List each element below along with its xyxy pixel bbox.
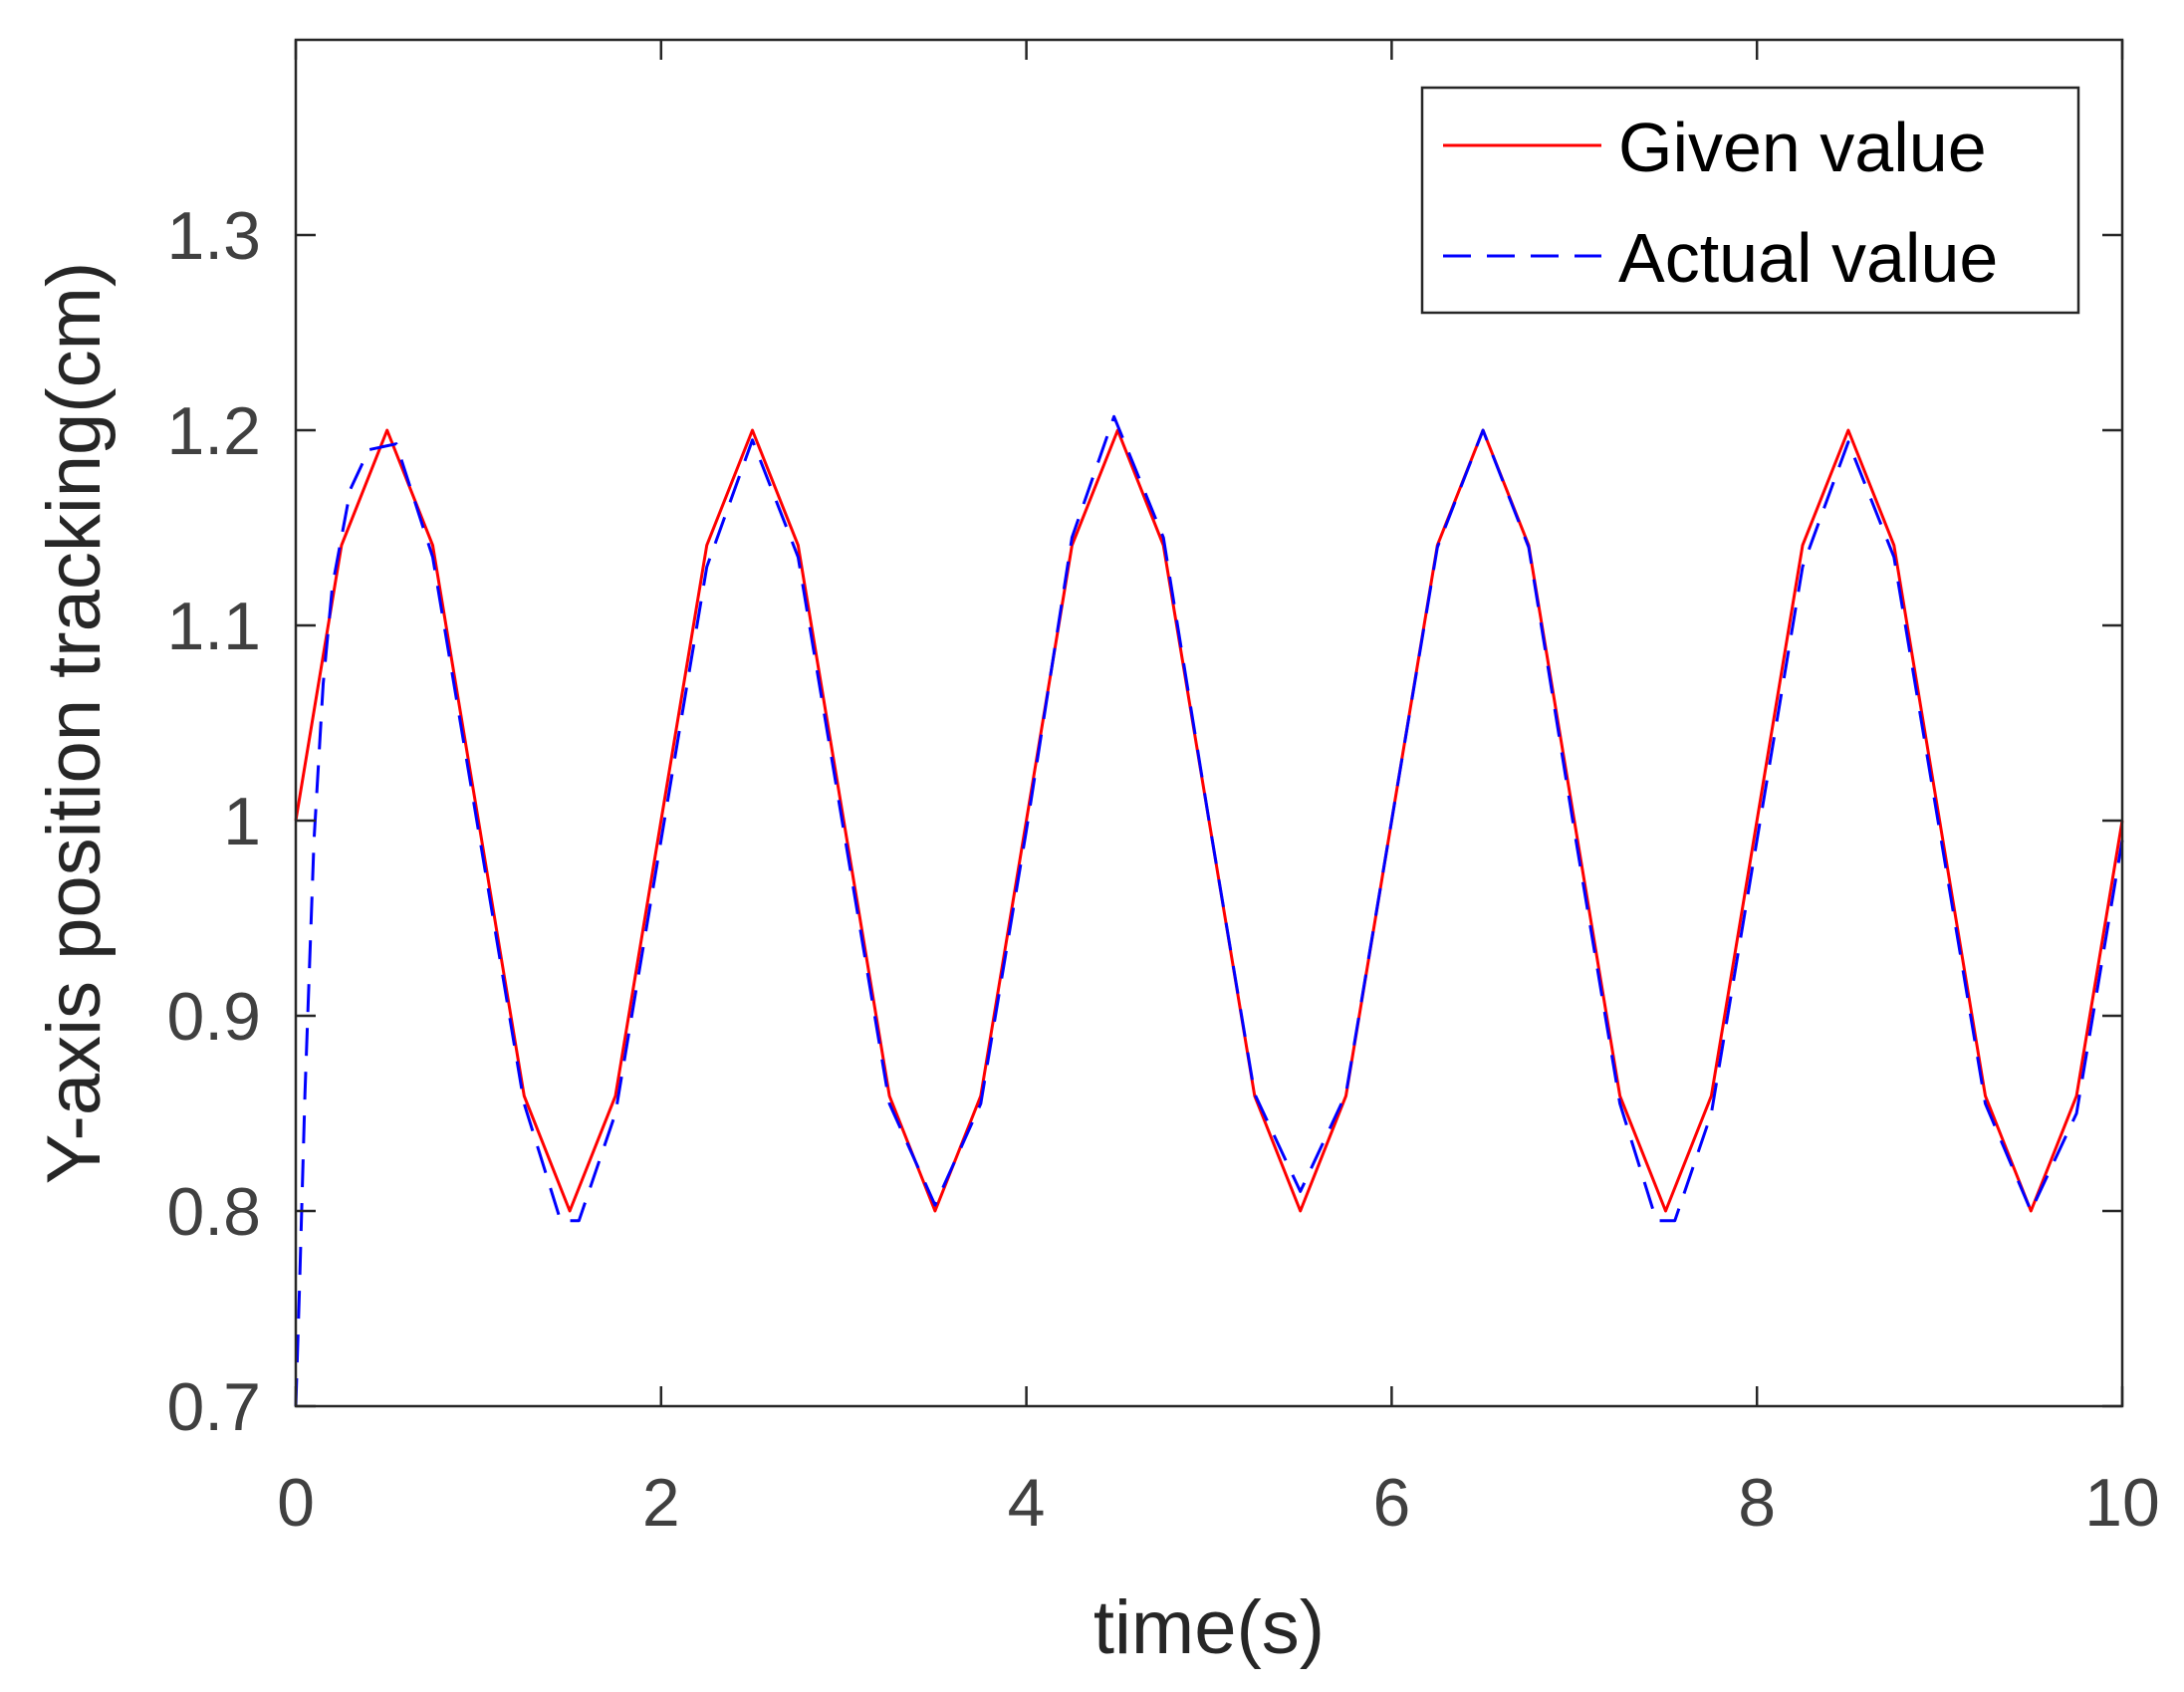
- x-tick-label: 0: [277, 1465, 315, 1541]
- legend-box: [1420, 86, 2080, 315]
- ticks-layer: 0 2 4 6 8 10 0.7 0.8 0.9 1 1.1 1.2 1.3: [166, 40, 2160, 1541]
- x-tick-label: 2: [642, 1465, 680, 1541]
- y-tick-label: 1.3: [166, 198, 261, 274]
- series-layer: [294, 414, 2124, 1407]
- x-tick-label: 8: [1738, 1465, 1776, 1541]
- x-tick-label: 10: [2084, 1465, 2160, 1541]
- x-axis-title: time(s): [1093, 1585, 1325, 1670]
- legend-label-actual: Actual value: [1618, 219, 1998, 297]
- legend-label-given: Given value: [1618, 109, 1987, 186]
- series-line-1: [294, 414, 2124, 1407]
- y-tick-label: 1.2: [166, 393, 261, 469]
- y-tick-label: 1.1: [166, 589, 261, 664]
- series-line-0: [294, 428, 2124, 1213]
- plot-area-box: [294, 38, 2124, 1408]
- x-tick-label: 4: [1008, 1465, 1046, 1541]
- y-tick-label: 0.7: [166, 1369, 261, 1445]
- y-tick-label: 1: [223, 784, 261, 859]
- x-tick-label: 6: [1372, 1465, 1410, 1541]
- legend: Given value Actual value: [1420, 86, 2080, 315]
- y-tick-label: 0.9: [166, 979, 261, 1055]
- y-axis-title: Y-axis position tracking(cm): [32, 262, 117, 1184]
- y-tick-label: 0.8: [166, 1174, 261, 1250]
